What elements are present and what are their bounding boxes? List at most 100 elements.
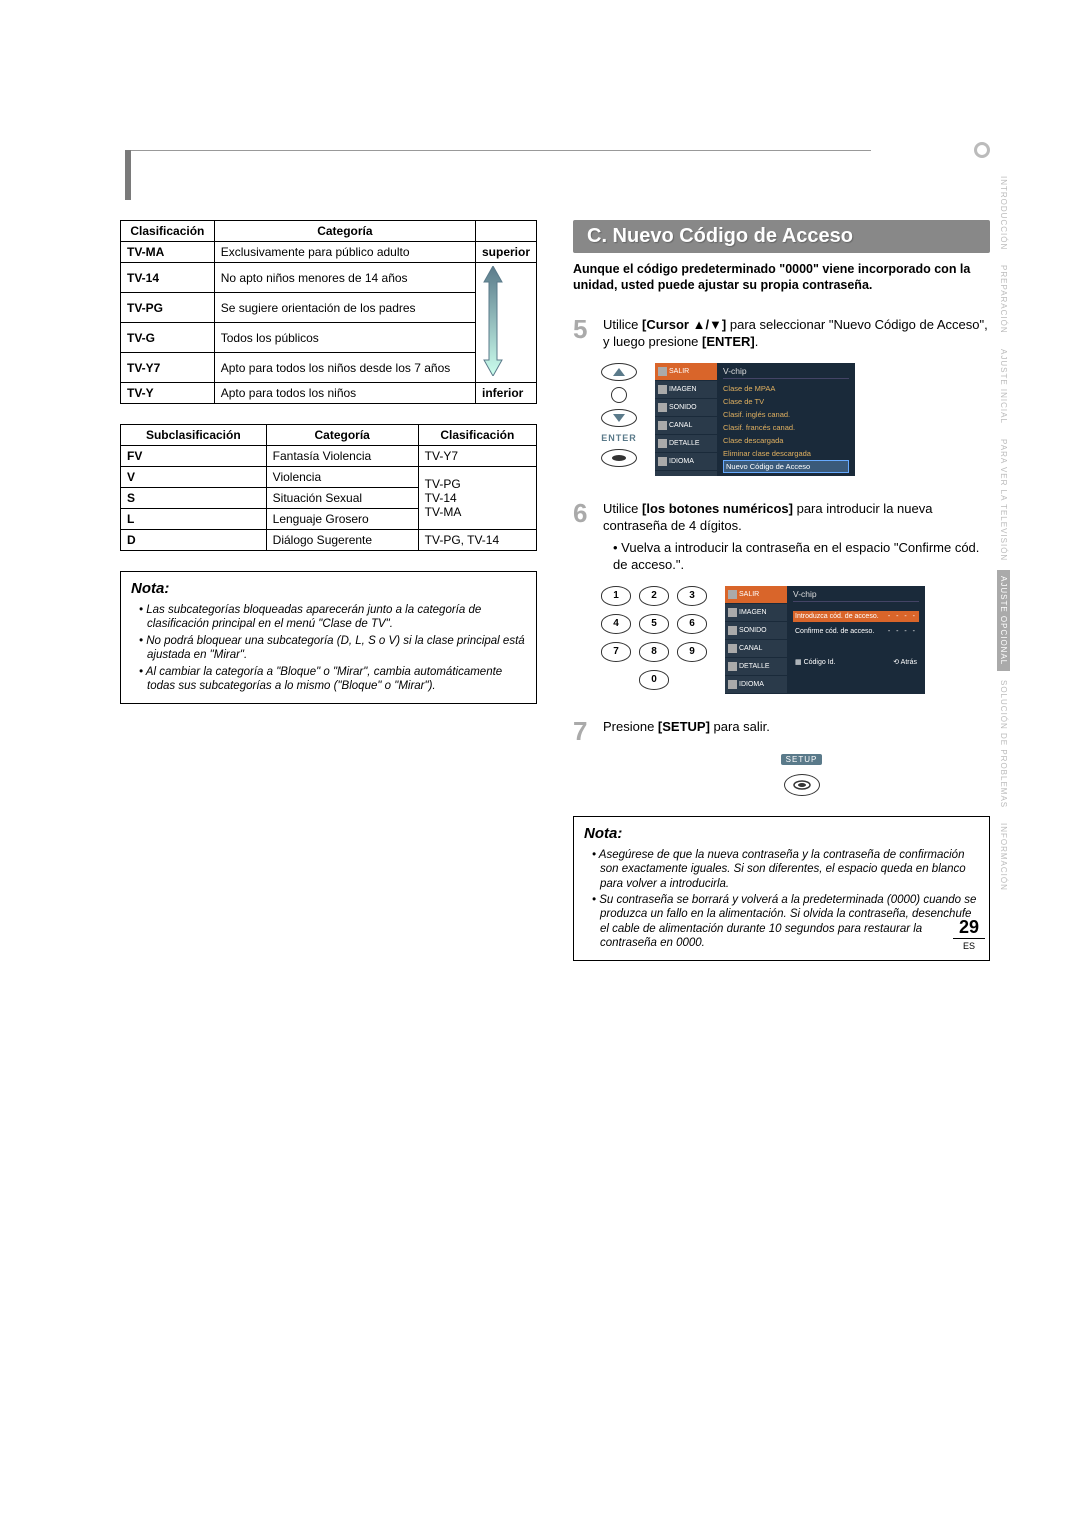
setup-label: SETUP	[781, 754, 823, 765]
num-button: 7	[601, 642, 631, 662]
sub-label: S	[121, 488, 267, 509]
tv-sidebar-item: IMAGEN	[725, 604, 787, 622]
rating-label: TV-Y7	[121, 353, 215, 383]
nota-box-1: Nota: Las subcategorías bloqueadas apare…	[120, 571, 537, 704]
rating-label: TV-14	[121, 263, 215, 293]
image-icon	[728, 608, 737, 617]
image-icon	[658, 385, 667, 394]
step-bullet: Vuelva a introducir la contraseña en el …	[613, 539, 990, 574]
lang-icon	[728, 680, 737, 689]
nota-item: Asegúrese de que la nueva contraseña y l…	[592, 848, 979, 891]
step-6: 6 Utilice [los botones numéricos] para i…	[573, 500, 990, 574]
tv-sidebar-item: SONIDO	[655, 399, 717, 417]
dpad-illustration: ENTER	[601, 363, 637, 467]
side-tab: AJUSTE INICIAL	[997, 343, 1010, 430]
tv-sidebar-item: DETALLE	[725, 658, 787, 676]
tv-menu-item: Clasif. inglés canad.	[723, 408, 849, 421]
step-num: 5	[573, 316, 595, 351]
num-button: 5	[639, 614, 669, 634]
side-tabs: INTRODUCCIÓN PREPARACIÓN AJUSTE INICIAL …	[997, 170, 1010, 897]
rating-cat: Se sugiere orientación de los padres	[214, 293, 475, 323]
nota-box-2: Nota: Asegúrese de que la nueva contrase…	[573, 816, 990, 962]
col-arrow	[475, 221, 536, 242]
tv-sidebar-item: DETALLE	[655, 435, 717, 453]
lang-icon	[658, 457, 667, 466]
tv-menu-highlight: Nuevo Código de Acceso	[723, 460, 849, 473]
sub-label: V	[121, 467, 267, 488]
sub-cat: Diálogo Sugerente	[266, 530, 418, 551]
setup-button-icon	[784, 774, 820, 796]
nota-title: Nota:	[584, 825, 979, 842]
col-clasificacion: Clasificación	[121, 221, 215, 242]
step-text: Utilice [los botones numéricos] para int…	[603, 500, 990, 574]
exit-icon	[658, 367, 667, 376]
sub-cat: Fantasía Violencia	[266, 446, 418, 467]
tv-sidebar-item: IDIOMA	[725, 676, 787, 694]
detail-icon	[658, 439, 667, 448]
nota-item: No podrá bloquear una subcategoría (D, L…	[139, 634, 526, 663]
rating-label: TV-MA	[121, 242, 215, 263]
num-button: 3	[677, 586, 707, 606]
nota-item: Su contraseña se borrará y volverá a la …	[592, 893, 979, 951]
tv-sidebar-item: SALIR	[655, 363, 717, 381]
col-categoria2: Categoría	[266, 425, 418, 446]
cursor-up-icon	[601, 363, 637, 381]
num-button: 0	[639, 670, 669, 690]
step-5: 5 Utilice [Cursor ▲/▼] para seleccionar …	[573, 316, 990, 351]
rating-cat: No apto niños menores de 14 años	[214, 263, 475, 293]
sub-label: FV	[121, 446, 267, 467]
subclass-table: Subclasificación Categoría Clasificación…	[120, 424, 537, 551]
nota-item: Las subcategorías bloqueadas aparecerán …	[139, 603, 526, 632]
side-tab: PARA VER LA TELEVISIÓN	[997, 433, 1010, 567]
tv-sidebar-item: SALIR	[725, 586, 787, 604]
num-button: 9	[677, 642, 707, 662]
rating-label: TV-G	[121, 323, 215, 353]
col-clasif2: Clasificación	[418, 425, 536, 446]
col-subclass: Subclasificación	[121, 425, 267, 446]
page-number: 29 ES	[953, 917, 985, 951]
num-button: 6	[677, 614, 707, 634]
num-button: 1	[601, 586, 631, 606]
sub-label: D	[121, 530, 267, 551]
step-text: Utilice [Cursor ▲/▼] para seleccionar "N…	[603, 316, 990, 351]
step-num: 6	[573, 500, 595, 574]
nota-title: Nota:	[131, 580, 526, 597]
sub-cls: TV-Y7	[418, 446, 536, 467]
col-categoria: Categoría	[214, 221, 475, 242]
tv-sidebar-item: CANAL	[655, 417, 717, 435]
section-header: C. Nuevo Código de Acceso	[573, 220, 990, 253]
enter-button-icon	[601, 449, 637, 467]
sub-cat: Situación Sexual	[266, 488, 418, 509]
channel-icon	[728, 644, 737, 653]
cursor-down-icon	[601, 409, 637, 427]
sub-cls: TV-PG, TV-14	[418, 530, 536, 551]
corner-circle-icon	[974, 142, 990, 158]
side-tab: INTRODUCCIÓN	[997, 170, 1010, 256]
sub-cls-merged: TV-PG TV-14 TV-MA	[418, 467, 536, 530]
enter-label: ENTER	[601, 433, 637, 443]
detail-icon	[728, 662, 737, 671]
tv-sidebar-item: IDIOMA	[655, 453, 717, 471]
classification-table: Clasificación Categoría TV-MA Exclusivam…	[120, 220, 537, 404]
tv-confirm-line: Confirme cód. de acceso.- - - -	[793, 626, 919, 637]
inferior-label: inferior	[475, 383, 536, 404]
step-7: 7 Presione [SETUP] para salir.	[573, 718, 990, 744]
side-tab: SOLUCIÓN DE PROBLEMAS	[997, 674, 1010, 814]
tv-menu-item: Eliminar clase descargada	[723, 447, 849, 460]
side-tab-active: AJUSTE OPCIONAL	[997, 570, 1010, 671]
step-text: Presione [SETUP] para salir.	[603, 718, 770, 744]
sound-icon	[728, 626, 737, 635]
tv-sidebar-item: SONIDO	[725, 622, 787, 640]
gradient-arrow-cell	[475, 263, 536, 383]
rating-cat: Todos los públicos	[214, 323, 475, 353]
numpad-illustration: 1 2 3 4 5 6 7 8 9 0	[601, 586, 707, 690]
tv-menu-item: Clase descargada	[723, 434, 849, 447]
rating-label: TV-Y	[121, 383, 215, 404]
header-rule	[131, 150, 871, 151]
sub-cat: Violencia	[266, 467, 418, 488]
channel-icon	[658, 421, 667, 430]
rating-cat: Apto para todos los niños desde los 7 añ…	[214, 353, 475, 383]
gradient-arrow-icon	[482, 266, 504, 376]
tv-menu-item: Clasif. francés canad.	[723, 421, 849, 434]
tv-menu-title: V-chip	[793, 589, 919, 602]
